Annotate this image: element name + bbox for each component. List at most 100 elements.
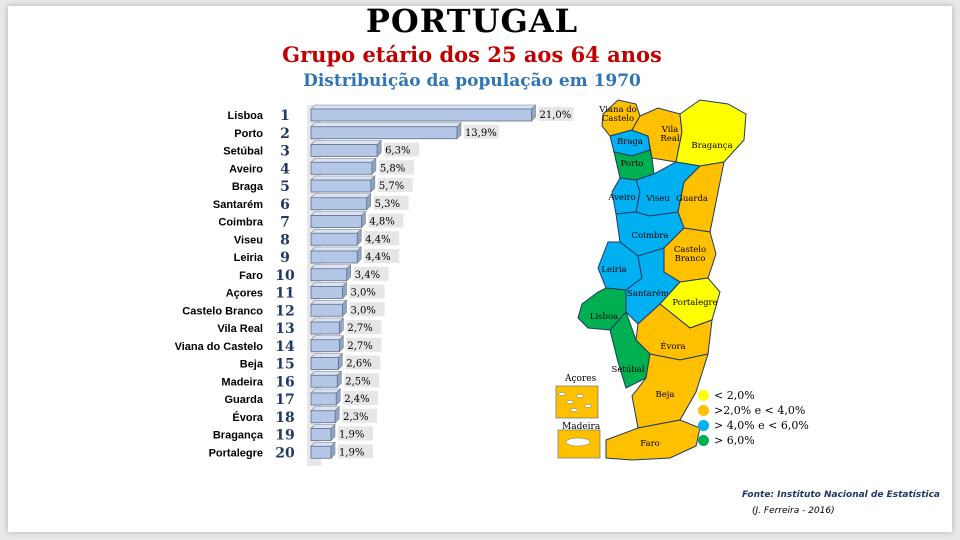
rank-label: 4 (280, 161, 290, 177)
category-label: Castelo Branco (182, 305, 263, 317)
legend-item: > 4,0% e < 6,0% (698, 418, 809, 433)
value-label-bg (463, 124, 499, 139)
value-label: 2,7% (347, 323, 372, 334)
bar-top (310, 264, 352, 270)
bar-top (310, 246, 362, 252)
bar (310, 410, 336, 424)
rank-label: 2 (280, 126, 290, 142)
district-label: Vila Real (660, 125, 679, 144)
district-shape (631, 353, 709, 429)
inset-acores (555, 385, 599, 419)
value-label-bg (345, 355, 381, 370)
category-label: Madeira (221, 376, 263, 388)
category-label: Aveiro (229, 163, 263, 175)
district-shape (675, 99, 747, 167)
bar-group: Castelo Branco 12 3,0% (182, 299, 385, 319)
bar-group: Leiria 9 4,4% (234, 246, 400, 266)
value-label: 3,0% (351, 305, 376, 316)
district-label: Braga (617, 137, 643, 147)
value-label-bg (538, 107, 574, 121)
district-shape (605, 419, 701, 461)
bar-group: Setúbal 3 6,3% (223, 139, 420, 160)
rank-label: 18 (275, 410, 294, 426)
rank-label: 1 (280, 108, 290, 124)
rank-label: 20 (275, 445, 295, 461)
page-subtitle: Grupo etário dos 25 aos 64 anos (282, 42, 662, 67)
value-label-bg (342, 408, 378, 423)
legend-swatch (698, 405, 709, 416)
bar (310, 374, 338, 388)
bar-top (310, 282, 348, 287)
district-label: Bragança (691, 141, 732, 151)
value-label-bg (349, 302, 385, 317)
rank-label: 5 (280, 179, 290, 195)
value-label: 3,4% (355, 270, 380, 281)
bar-group: Guarda 17 2,4% (224, 388, 379, 408)
bar-top (310, 122, 462, 128)
category-label: Beja (240, 359, 264, 371)
bar (310, 161, 373, 175)
district-map: Viana do Castelo Braga Vila Real Bragança Port… (555, 99, 747, 461)
bar-top (310, 406, 340, 412)
bar-group: Aveiro 4 5,8% (229, 157, 414, 177)
category-label: Viana do Castelo (175, 341, 264, 353)
value-label: 3,0% (351, 288, 376, 299)
bar-group: Lisboa 1 21,0% (228, 104, 574, 124)
bar-top (310, 104, 537, 110)
bar (310, 268, 348, 282)
rank-label: 10 (275, 268, 295, 284)
category-label: Évora (232, 411, 263, 424)
rank-label: 9 (280, 250, 290, 266)
district-label: Castelo Branco (674, 245, 706, 264)
value-label: 2,5% (345, 376, 370, 387)
district-label: Viseu (645, 194, 670, 204)
legend-swatch (698, 390, 709, 401)
value-label: 4,4% (365, 234, 390, 245)
value-label: 5,8% (380, 163, 405, 174)
category-label: Coimbra (218, 217, 264, 229)
bar-group: Portalegre 20 1,9% (209, 441, 373, 461)
rank-label: 15 (275, 357, 294, 373)
value-label: 13,9% (465, 128, 497, 139)
bar (310, 197, 368, 211)
value-label: 4,8% (369, 217, 394, 228)
bar-top (310, 353, 344, 358)
value-label-bg (337, 426, 373, 441)
bar (310, 126, 458, 140)
rank-label: 19 (275, 428, 294, 444)
bar-top (310, 157, 377, 163)
district-label: Porto (620, 159, 643, 169)
legend-item: >2,0% e < 4,0% (698, 403, 809, 418)
district-label: Santarém (627, 288, 669, 299)
rank-label: 13 (275, 321, 294, 337)
source-note: Fonte: Instituto Nacional de Estatística (741, 490, 940, 500)
district-label: Coimbra (632, 231, 669, 241)
bar-group: Santarém 6 5,3% (213, 193, 409, 213)
rank-label: 11 (275, 286, 294, 302)
district-label: Faro (640, 439, 660, 449)
rank-label: 7 (280, 215, 290, 231)
category-label: Santarém (213, 199, 263, 211)
bar-group: Viana do Castelo 14 2,7% (175, 335, 382, 355)
rank-label: 3 (280, 144, 290, 160)
bar (310, 250, 358, 264)
bar-group: Açores 11 3,0% (226, 281, 385, 302)
value-label-bg (346, 337, 382, 352)
value-label-bg (378, 160, 414, 175)
value-label: 4,4% (365, 252, 390, 263)
district-label: Guarda (676, 194, 708, 204)
slide (8, 6, 952, 532)
page-subtitle-secondary: Distribuição da população em 1970 (303, 71, 641, 91)
value-label: 2,3% (343, 412, 368, 423)
category-label: Setúbal (223, 146, 263, 158)
value-label-bg (377, 178, 413, 192)
bar-top (310, 299, 348, 305)
category-label: Porto (234, 128, 263, 140)
rank-label: 8 (280, 232, 290, 248)
map-district: Faro (605, 419, 701, 461)
value-label-bg (368, 213, 404, 228)
bar-top (310, 317, 345, 323)
value-label: 5,3% (375, 199, 400, 210)
bar-chart: Lisboa 1 21,0%Porto 2 13,9%Setúbal 3 6,3%Aveir… (175, 104, 574, 466)
value-label-bg (344, 373, 380, 388)
